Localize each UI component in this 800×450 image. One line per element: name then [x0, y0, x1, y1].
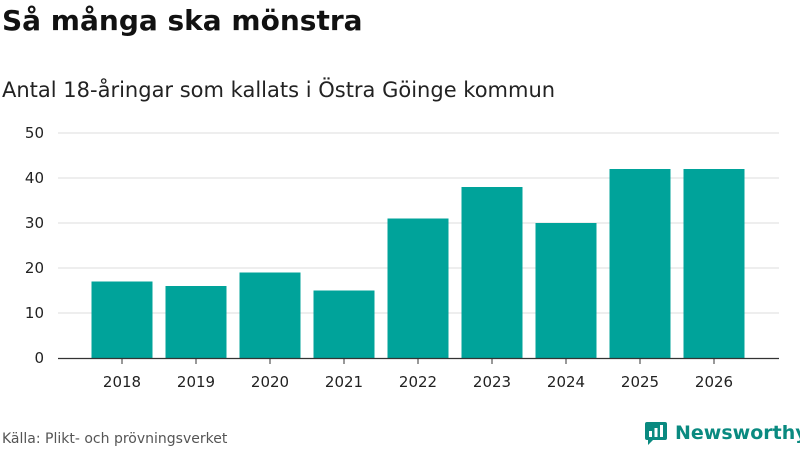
- brand-name: Newsworthy: [675, 422, 800, 444]
- bar-2022: [387, 218, 449, 358]
- axes: 0 10 20 30 40 50 2018 2019 2020 2021 2022 2023 2024 2…: [25, 124, 779, 391]
- bar-2026: [683, 169, 745, 358]
- bar-2019: [165, 286, 227, 358]
- y-tick-label: 40: [25, 169, 44, 187]
- bar-2025: [609, 169, 671, 358]
- bar-2021: [313, 290, 375, 358]
- x-tick-label: 2018: [103, 373, 141, 391]
- chart-subtitle: Antal 18-åringar som kallats i Östra Göi…: [2, 78, 556, 102]
- y-tick-label: 30: [25, 214, 44, 232]
- y-tick-label: 0: [34, 349, 44, 367]
- bar-2023: [461, 187, 523, 358]
- chart-title: Så många ska mönstra: [2, 4, 363, 37]
- newsworthy-logo-icon: [645, 422, 667, 445]
- brand-logo: Newsworthy: [644, 420, 800, 446]
- bar-2020: [239, 272, 301, 358]
- x-tick-label: 2022: [399, 373, 437, 391]
- bar-2024: [535, 223, 597, 358]
- bar-2018: [91, 281, 153, 358]
- x-tick-label: 2020: [251, 373, 289, 391]
- x-tick-label: 2024: [547, 373, 585, 391]
- x-tick-label: 2023: [473, 373, 511, 391]
- source-note: Källa: Plikt- och prövningsverket: [2, 431, 228, 447]
- bars: [91, 169, 745, 358]
- x-tick-label: 2019: [177, 373, 215, 391]
- x-tick-label: 2026: [695, 373, 733, 391]
- x-tick-label: 2025: [621, 373, 659, 391]
- y-tick-label: 10: [25, 304, 44, 322]
- x-tick-label: 2021: [325, 373, 363, 391]
- y-tick-label: 50: [25, 124, 44, 142]
- y-tick-label: 20: [25, 259, 44, 277]
